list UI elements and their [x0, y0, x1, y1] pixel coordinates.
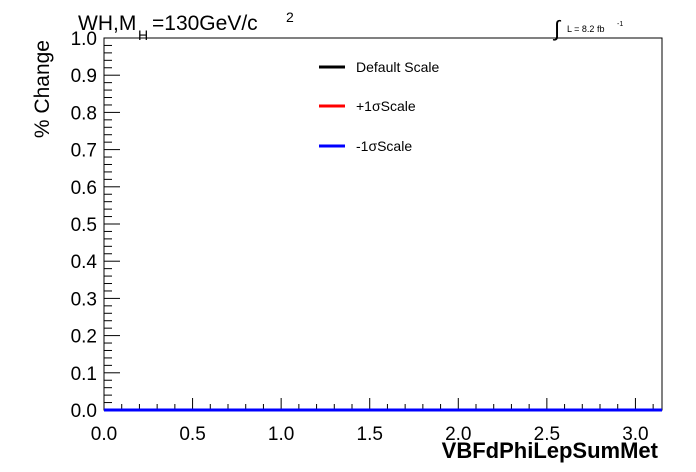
integral-symbol: ∫: [552, 16, 562, 41]
x-tick-label: 0.0: [91, 424, 117, 445]
y-tick-label: 0.1: [71, 364, 97, 385]
lumi-text: L = 8.2 fb: [567, 24, 604, 34]
lumi-label: ∫ L = 8.2 fb -1: [552, 16, 623, 41]
title-subscript: H: [138, 27, 148, 43]
y-tick-label: 0.3: [71, 289, 97, 310]
legend-label-default: Default Scale: [356, 59, 439, 75]
y-tick-label: 0.0: [71, 401, 97, 422]
lumi-superscript: -1: [617, 21, 623, 28]
x-axis-tick-labels: 0.0 0.5 1.0 1.5 2.0 2.5 3.0: [91, 424, 649, 445]
x-axis-title: VBFdPhiLepSumMet: [442, 438, 659, 463]
y-tick-label: 1.0: [71, 29, 97, 50]
y-tick-label: 0.7: [71, 141, 97, 162]
x-tick-label: 2.5: [534, 424, 560, 445]
y-tick-label: 0.5: [71, 215, 97, 236]
x-tick-label: 1.5: [357, 424, 383, 445]
y-tick-label: 0.6: [71, 178, 97, 199]
legend-label-minus-1sigma: -1σScale: [356, 138, 412, 154]
x-tick-label: 2.0: [445, 424, 471, 445]
y-tick-label: 0.2: [71, 327, 97, 348]
x-tick-label: 0.5: [179, 424, 205, 445]
y-axis-tick-labels: 0.0 0.1 0.2 0.3 0.4 0.5 0.6 0.7 0.8 0.9 1.0: [71, 29, 98, 422]
title-value: =130GeV/c: [152, 12, 258, 35]
y-axis-ticks: [104, 37, 120, 411]
y-tick-label: 0.8: [71, 103, 97, 124]
chart-title: WH,M H =130GeV/c 2: [78, 9, 294, 43]
x-tick-label: 3.0: [622, 424, 648, 445]
y-axis-title: % Change: [31, 40, 54, 138]
y-tick-label: 0.4: [71, 252, 98, 273]
title-prefix: WH,M: [78, 12, 136, 35]
x-tick-label: 1.0: [268, 424, 294, 445]
legend: Default Scale +1σScale -1σScale: [319, 59, 439, 154]
title-superscript: 2: [286, 9, 294, 25]
legend-label-plus-1sigma: +1σScale: [356, 98, 416, 114]
y-tick-label: 0.9: [71, 66, 97, 87]
